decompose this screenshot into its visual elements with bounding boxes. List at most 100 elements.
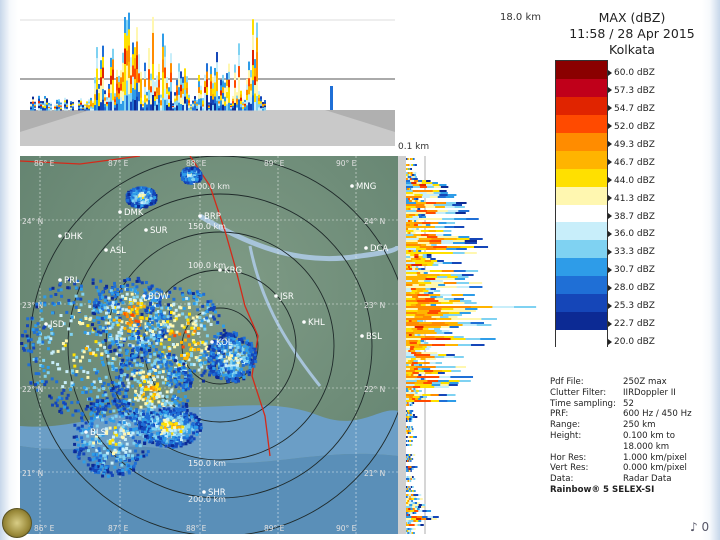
top-section-cell xyxy=(120,83,122,91)
echo-cell xyxy=(62,388,66,392)
echo-cell xyxy=(183,364,187,367)
top-section-cell xyxy=(256,95,258,111)
echo-cell xyxy=(110,381,114,384)
echo-cell xyxy=(98,306,101,309)
echo-cell xyxy=(250,353,254,357)
side-section-cell xyxy=(407,456,409,458)
echo-cell xyxy=(165,395,169,399)
echo-cell xyxy=(214,340,218,343)
top-section-cell xyxy=(220,84,222,91)
echo-cell xyxy=(154,348,158,352)
echo-cell xyxy=(147,406,151,410)
echo-cell xyxy=(89,412,93,416)
side-section-cell xyxy=(408,426,410,428)
side-section-cell xyxy=(406,182,412,184)
side-section-cell xyxy=(431,238,445,240)
echo-cell xyxy=(102,381,106,385)
top-section-cell xyxy=(32,96,34,100)
side-section-cell xyxy=(413,364,417,366)
echo-cell xyxy=(100,411,104,415)
echo-cell xyxy=(157,360,161,364)
echo-cell xyxy=(101,340,105,344)
top-section-cell xyxy=(262,104,264,107)
echo-cell xyxy=(70,401,74,405)
echo-cell xyxy=(141,359,145,363)
echo-cell xyxy=(115,399,119,403)
echo-cell xyxy=(161,381,165,385)
side-section-cell xyxy=(413,330,421,332)
top-section-cell xyxy=(246,99,248,106)
side-section-cell xyxy=(406,254,411,256)
echo-cell xyxy=(120,414,124,418)
echo-cell xyxy=(225,348,229,352)
side-section-cell xyxy=(407,440,409,442)
echo-cell xyxy=(195,430,199,434)
top-section-cell xyxy=(104,96,106,101)
echo-cell xyxy=(125,416,129,420)
side-section-cell xyxy=(406,298,417,300)
side-section-cell xyxy=(426,190,434,192)
echo-cell xyxy=(190,167,194,171)
echo-cell xyxy=(202,324,206,328)
echo-cell xyxy=(166,417,170,421)
top-section-cell xyxy=(212,77,214,84)
echo-cell xyxy=(126,358,130,362)
top-section-cell xyxy=(232,100,234,104)
top-section-cell xyxy=(218,96,220,99)
echo-cell xyxy=(81,292,85,296)
echo-cell xyxy=(193,329,197,333)
side-section-cell xyxy=(416,342,422,344)
echo-cell xyxy=(89,352,93,355)
echo-cell xyxy=(122,455,126,459)
echo-cell xyxy=(175,383,179,387)
echo-cell xyxy=(58,409,62,413)
top-section-cell xyxy=(44,107,46,111)
side-section-cell xyxy=(407,410,409,412)
echo-cell xyxy=(99,331,103,335)
echo-cell xyxy=(91,278,95,282)
echo-cell xyxy=(103,453,107,457)
side-section-cell xyxy=(426,256,432,258)
echo-cell xyxy=(187,334,191,338)
echo-cell xyxy=(190,362,193,366)
echo-cell xyxy=(147,423,151,427)
echo-cell xyxy=(171,431,175,435)
echo-cell xyxy=(176,407,180,411)
echo-cell xyxy=(176,343,179,347)
echo-cell xyxy=(57,367,61,371)
echo-cell xyxy=(152,337,156,341)
side-section-cell xyxy=(431,384,441,386)
echo-cell xyxy=(104,375,108,379)
echo-cell xyxy=(117,443,121,447)
echo-cell xyxy=(158,431,162,435)
side-section-cell xyxy=(411,352,417,354)
side-section-cell xyxy=(406,428,408,430)
echo-cell xyxy=(177,433,181,437)
top-section-cell xyxy=(120,90,122,98)
top-section-cell xyxy=(214,95,216,104)
side-section-cell xyxy=(469,286,483,288)
top-section-cell xyxy=(168,91,170,96)
side-section-cell xyxy=(406,338,422,340)
echo-cell xyxy=(204,347,208,351)
echo-cell xyxy=(138,444,142,448)
top-section-cell xyxy=(222,74,224,82)
echo-cell xyxy=(98,433,102,437)
echo-cell xyxy=(214,361,218,365)
echo-cell xyxy=(100,352,104,356)
echo-cell xyxy=(182,429,186,433)
top-section-cell xyxy=(330,86,333,110)
echo-cell xyxy=(143,203,147,207)
echo-cell xyxy=(83,440,87,444)
echo-cell xyxy=(242,375,246,379)
echo-cell xyxy=(79,322,83,326)
side-section-cell xyxy=(411,466,414,468)
echo-cell xyxy=(80,431,84,435)
side-section-cell xyxy=(452,252,466,254)
echo-cell xyxy=(171,439,175,443)
top-section-cell xyxy=(206,78,208,88)
echo-cell xyxy=(196,292,200,296)
echo-cell xyxy=(55,380,59,384)
echo-cell xyxy=(119,428,123,432)
side-section-cell xyxy=(434,290,441,292)
